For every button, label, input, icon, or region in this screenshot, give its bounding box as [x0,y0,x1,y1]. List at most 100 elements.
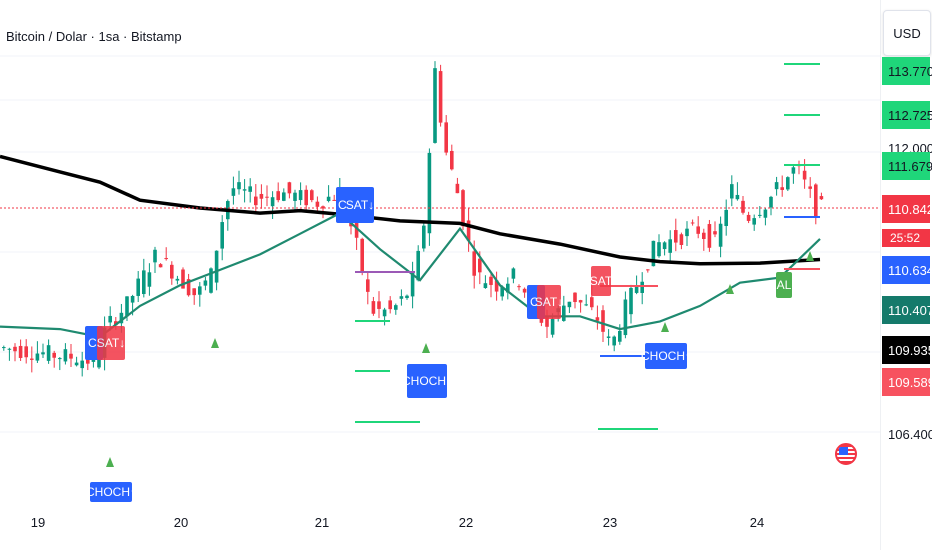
candle [119,312,124,324]
signal-tag[interactable]: CHOCH↑ [86,482,136,502]
candle [444,122,448,153]
candle [164,258,168,260]
chart-area[interactable] [0,0,880,505]
candle [657,242,661,257]
candle [181,269,185,289]
price-axis-label: 110.407 [882,296,932,324]
candle [175,278,180,281]
candle [315,201,320,207]
price-chart[interactable] [0,0,880,505]
candle [410,271,415,297]
signal-triangle [422,343,430,353]
time-axis-label: 20 [173,515,189,530]
candle [438,71,443,123]
signal-triangle [806,251,814,261]
candle [612,336,616,346]
candle [769,196,773,208]
time-axis-label: 22 [458,515,474,530]
candle [248,186,252,192]
candle [142,270,146,295]
candle [679,234,684,245]
signal-tag[interactable]: CHOCH↑ [641,343,691,369]
candle [158,264,163,268]
candle [214,250,219,283]
candle [18,345,23,358]
candle [450,150,454,170]
signal-tag[interactable]: AL [776,272,792,298]
price-axis-label: 111.679 [882,152,932,180]
candle [707,224,712,248]
signal-tag[interactable]: SAT↓ [97,326,125,360]
candle [646,269,650,271]
candle [500,286,504,297]
candle [590,297,594,308]
candle [674,230,678,243]
candle [276,191,280,201]
candle [360,238,364,273]
price-axis-label: 109.589 [882,368,932,396]
candle [634,286,639,293]
candle [388,300,392,310]
candle [690,222,695,224]
signal-tag[interactable]: SAT↓ [346,187,374,223]
price-axis-label: 113.770 [882,57,932,85]
candle [662,242,667,250]
candle [702,232,706,239]
candle [506,283,510,293]
candle [814,184,818,217]
candle [786,177,790,190]
candle [147,272,152,287]
candle [433,68,437,143]
price-axis-label: 109.935 [882,336,932,364]
candle [203,280,208,286]
candle [130,296,135,303]
candle [394,305,398,310]
candle [74,362,79,366]
candle [651,240,656,267]
candle [466,220,471,241]
candle [550,318,555,335]
candle [58,358,62,360]
candle [30,358,34,360]
signal-tag[interactable]: SAT [590,266,612,296]
candle [763,209,768,218]
candle [578,300,583,303]
signal-tag[interactable]: SAT↓ [535,285,563,319]
signal-tag[interactable]: CHOCH↑ [402,364,452,398]
signal-triangle [726,284,734,294]
candle [399,296,404,299]
candle [2,347,6,349]
currency-button[interactable]: USD [883,10,931,56]
signal-triangle [661,322,669,332]
us-flag-icon[interactable] [835,443,857,465]
candle [80,360,84,369]
time-axis[interactable]: 19 20 21 22 23 24 [0,505,880,550]
candle [758,214,762,216]
candle [573,292,577,303]
candle [735,194,740,200]
candle [7,348,12,350]
candle [41,352,45,355]
candle [808,186,812,189]
candle [310,190,314,201]
candle [478,258,482,273]
candle [24,346,28,358]
candle [377,301,381,309]
candle [713,231,717,235]
candle [97,357,101,368]
candle [791,167,796,174]
price-axis-label: 106.400 [888,426,932,442]
candle [483,283,488,289]
candle [718,223,723,247]
candle [265,196,269,198]
candle [136,278,140,296]
candle [545,315,549,327]
candle [567,301,572,308]
candle [618,330,622,342]
time-axis-label: 21 [314,515,330,530]
candle [332,199,336,201]
candle [730,184,734,199]
candle [668,239,672,253]
candle [746,214,751,221]
candle [198,286,202,295]
